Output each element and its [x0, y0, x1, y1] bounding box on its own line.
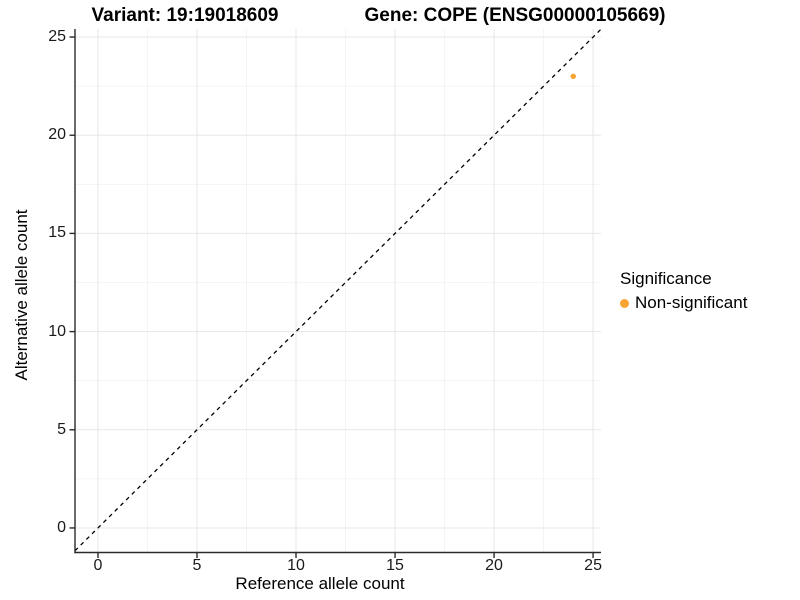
- data-point: [570, 73, 576, 80]
- legend-title: Significance: [620, 269, 712, 288]
- y-tick-label: 10: [48, 322, 66, 340]
- legend-point-icon: [620, 298, 629, 308]
- legend: Significance Non-significant: [620, 268, 747, 313]
- legend-item-non-significant: Non-significant: [620, 293, 747, 313]
- x-tick-label: 10: [287, 557, 305, 574]
- y-tick-label: 0: [57, 518, 66, 536]
- x-tick-label: 15: [386, 557, 404, 574]
- x-axis-title: Reference allele count: [235, 574, 405, 593]
- plot-title-variant: Variant: 19:19018609: [91, 5, 279, 26]
- legend-item-label: Non-significant: [635, 293, 748, 312]
- x-tick-label: 25: [584, 557, 602, 574]
- y-tick-label: 25: [48, 28, 66, 46]
- x-tick-label: 5: [192, 557, 202, 574]
- identity-reference-line: [74, 28, 602, 552]
- x-tick-label: 0: [93, 557, 103, 574]
- y-tick-label: 20: [48, 126, 66, 144]
- y-tick-label: 5: [57, 420, 66, 438]
- plot-title-gene: Gene: COPE (ENSG00000105669): [364, 5, 666, 26]
- y-tick-label: 15: [48, 224, 66, 242]
- x-tick-label: 20: [485, 557, 503, 574]
